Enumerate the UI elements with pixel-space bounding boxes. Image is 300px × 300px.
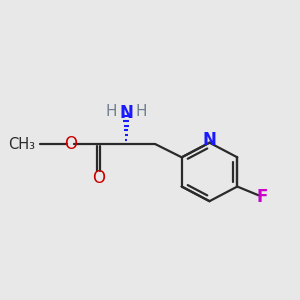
- Text: O: O: [92, 169, 105, 188]
- Text: F: F: [256, 188, 268, 206]
- Text: CH₃: CH₃: [8, 137, 35, 152]
- Text: O: O: [64, 135, 77, 153]
- Text: H: H: [136, 104, 147, 119]
- Text: N: N: [119, 104, 133, 122]
- Text: methyl: methyl: [0, 299, 1, 300]
- Text: N: N: [202, 131, 216, 149]
- Text: H: H: [105, 104, 117, 119]
